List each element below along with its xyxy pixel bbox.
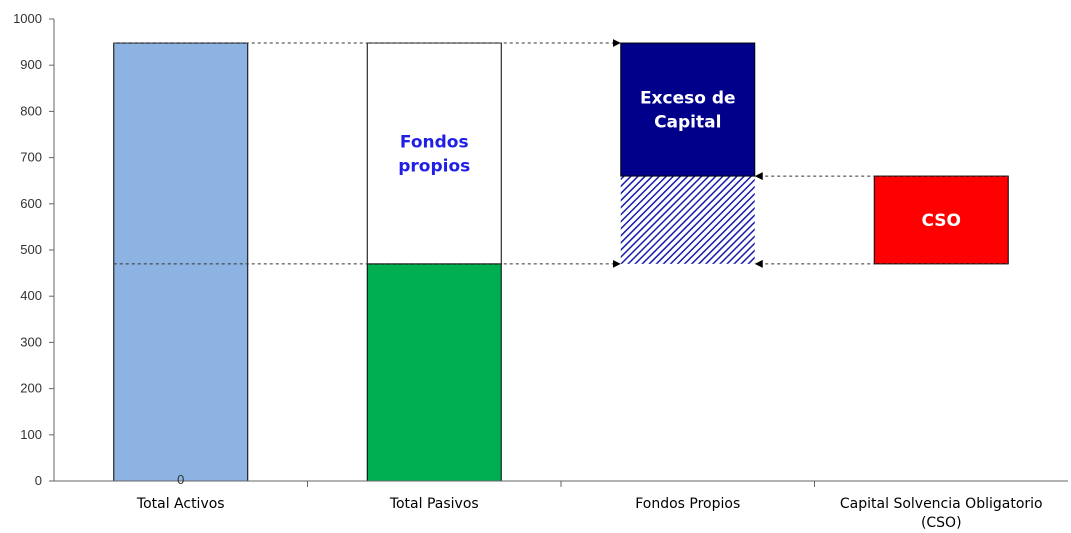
y-tick-label: 700	[20, 150, 42, 165]
y-tick-label: 600	[20, 196, 42, 211]
x-category-label: Capital Solvencia Obligatorio	[840, 496, 1043, 512]
bar-segment-label: propios	[398, 156, 470, 176]
bar-segment-2	[366, 42, 502, 265]
y-tick-label: 800	[20, 103, 42, 118]
bar-segment-5	[873, 175, 1009, 265]
y-tick-label: 200	[20, 381, 42, 396]
y-tick-label: 500	[20, 242, 42, 257]
y-tick-label: 300	[20, 334, 42, 349]
bar-segment-3	[620, 176, 755, 264]
bar-segment-1	[366, 263, 502, 482]
x-category-label: Total Pasivos	[389, 496, 479, 512]
bar-segment-0	[113, 42, 249, 482]
bar-segment-label: Exceso de	[640, 89, 736, 109]
y-tick-label: 900	[20, 57, 42, 72]
bar-segment-label: CSO	[922, 211, 962, 231]
y-tick-label: 0	[35, 473, 42, 488]
y-tick-label: 100	[20, 427, 42, 442]
bar-segment-label: Capital	[654, 113, 721, 133]
bar-segment-4	[620, 42, 756, 177]
bar-segment-label: Fondos	[400, 132, 469, 152]
x-category-label: Fondos Propios	[635, 496, 740, 512]
x-category-label: Total Activos	[136, 496, 225, 512]
y-tick-label: 1000	[13, 11, 42, 26]
y-tick-label: 400	[20, 288, 42, 303]
data-label: 0	[177, 472, 184, 487]
x-category-label: (CSO)	[921, 515, 962, 531]
